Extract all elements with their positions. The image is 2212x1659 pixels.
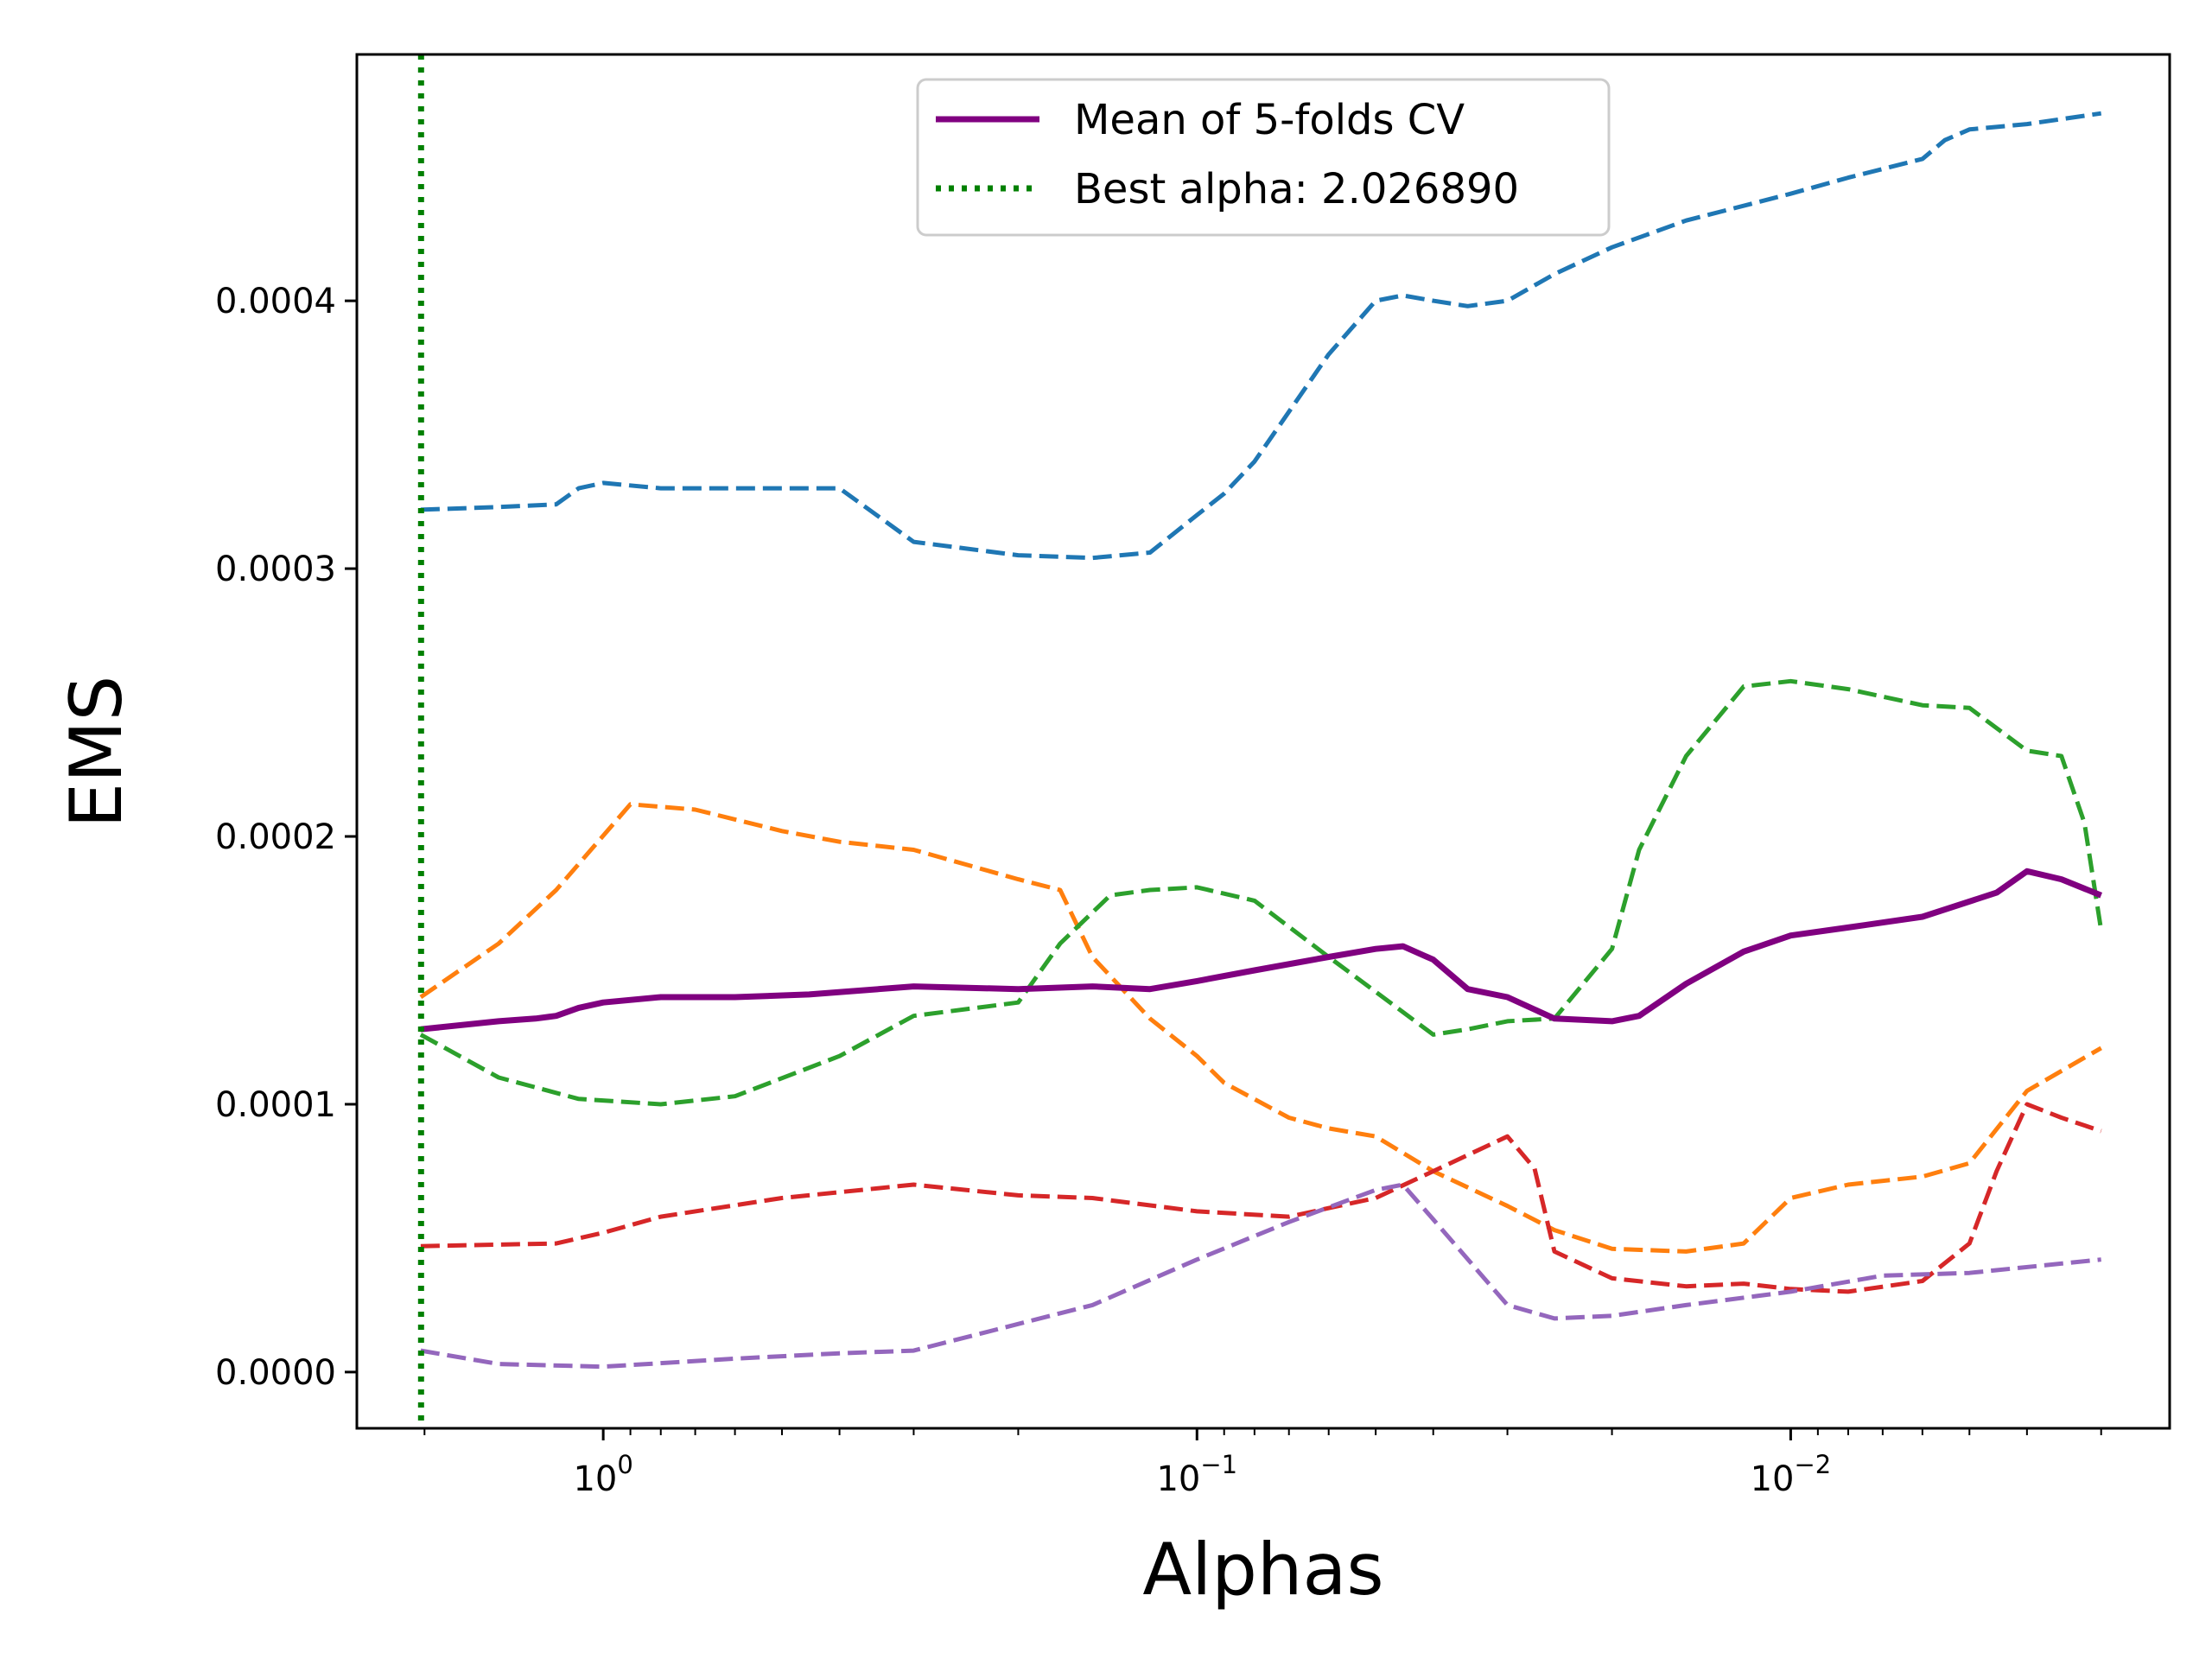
x-tick-label: 10−1	[1156, 1450, 1237, 1499]
series-line-fold2	[419, 802, 2102, 1254]
y-axis-ticks: 0.0000 0.0001 0.0002 0.0003 0.0004	[215, 282, 357, 1393]
x-tick-label: 10−2	[1751, 1450, 1832, 1499]
legend-frame	[916, 78, 1611, 237]
series-line-fold3	[419, 678, 2104, 1107]
series-line-mean	[420, 868, 2103, 1033]
series-line-fold4	[420, 1102, 2102, 1294]
legend-mean-label: Mean of 5-folds CV	[1074, 96, 1465, 144]
legend-best-alpha-label: Best alpha: 2.026890	[1074, 165, 1519, 213]
y-tick-label: 0.0003	[215, 550, 336, 589]
x-axis-title: Alphas	[1142, 1528, 1383, 1611]
y-tick-label: 0.0002	[215, 817, 336, 857]
y-tick-label: 0.0000	[215, 1353, 336, 1393]
y-tick-label: 0.0004	[215, 282, 336, 321]
plot-frame	[355, 53, 2171, 1430]
legend: Mean of 5-folds CV Best alpha: 2.026890	[916, 78, 1611, 237]
y-axis-title: EMS	[54, 676, 138, 829]
x-tick-label: 100	[573, 1450, 632, 1499]
y-tick-label: 0.0001	[215, 1085, 336, 1125]
x-axis-ticks: 100 10−1 10−2	[423, 1428, 2102, 1499]
plot-area	[417, 54, 2104, 1428]
series-line-fold5	[420, 1182, 2101, 1370]
series-line-fold1	[420, 111, 2102, 561]
